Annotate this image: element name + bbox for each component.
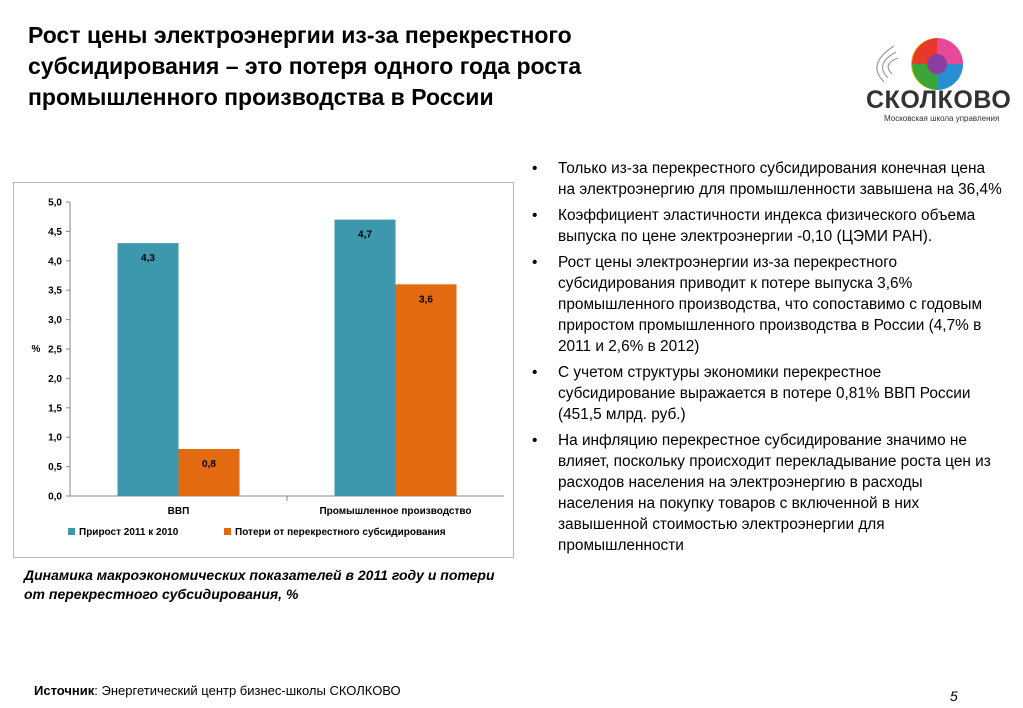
bar: [178, 448, 240, 496]
legend-swatch: [68, 528, 75, 535]
bullet-item-1: • Только из-за перекрестного субсидирован…: [532, 158, 1002, 200]
bullet-text: Рост цены электроэнергии из-за перекрест…: [558, 254, 983, 355]
bar-data-label: 3,6: [419, 294, 433, 305]
y-tick-label: 3,0: [48, 315, 62, 326]
bullet-item-4: • С учетом структуры экономики перекрестн…: [532, 362, 1002, 425]
bar-chart: 0,0 0,5 1,0 1,5 2,0 2,5 3,0 3,5 4,0 4,5 5,0% 4,3 0,8…: [32, 198, 504, 538]
bar: [395, 284, 457, 496]
bullet-list: • Только из-за перекрестного субсидирован…: [532, 158, 1002, 561]
bullet-item-3: • Рост цены электроэнергии из-за перекрес…: [532, 252, 1002, 357]
bullet-text: С учетом структуры экономики перекрестно…: [558, 364, 971, 423]
bar-data-label: 0,8: [202, 459, 216, 470]
source-label: Источник: [34, 683, 95, 698]
bullet-text: На инфляцию перекрестное субсидирование …: [558, 432, 991, 554]
bullet-icon: •: [532, 207, 538, 224]
y-tick-label: 0,0: [48, 492, 62, 503]
source-text: : Энергетический центр бизнес-школы СКОЛ…: [94, 683, 401, 698]
y-tick-label: 2,5: [48, 345, 62, 356]
bullet-item-2: • Коэффициент эластичности индекса физиче…: [532, 205, 1002, 247]
y-tick-label: 3,5: [48, 286, 62, 297]
bullet-icon: •: [532, 432, 538, 449]
bar-data-label: 4,7: [358, 230, 372, 241]
page-title: Рост цены электроэнергии из-за перекрест…: [28, 22, 582, 110]
chart-container: 0,0 0,5 1,0 1,5 2,0 2,5 3,0 3,5 4,0 4,5 5,0% 4,3 0,8…: [13, 182, 514, 558]
bullet-icon: •: [532, 254, 538, 271]
skolkovo-logo-icon: [876, 38, 963, 90]
bullet-text: Только из-за перекрестного субсидировани…: [558, 160, 1002, 198]
y-axis-label: %: [32, 344, 41, 355]
y-tick-label: 4,5: [48, 227, 62, 238]
y-tick-label: 4,0: [48, 256, 62, 267]
bullet-icon: •: [532, 160, 538, 177]
bullet-icon: •: [532, 364, 538, 381]
source-note: Источник: Энергетический центр бизнес-шк…: [34, 683, 401, 698]
bullet-text: Коэффициент эластичности индекса физичес…: [558, 207, 976, 245]
y-tick-label: 5,0: [48, 198, 62, 209]
page-number: 5: [950, 688, 958, 704]
bar: [334, 219, 396, 496]
legend-label: Потери от перекрестного субсидирования: [235, 526, 446, 538]
legend-label: Прирост 2011 к 2010: [79, 527, 179, 538]
y-tick-label: 0,5: [48, 462, 62, 473]
x-tick-label: ВВП: [168, 506, 190, 517]
y-tick-label: 2,0: [48, 374, 62, 385]
y-tick-label: 1,5: [48, 403, 62, 414]
legend-swatch: [224, 528, 231, 535]
bar: [117, 243, 179, 496]
bar-data-label: 4,3: [141, 253, 155, 264]
x-tick-label: Промышленное производство: [319, 506, 471, 517]
bullet-item-5: • На инфляцию перекрестное субсидирование…: [532, 430, 1002, 556]
logo-wordmark: СКОЛКОВО: [866, 86, 1012, 114]
y-tick-label: 1,0: [48, 433, 62, 444]
logo-subtitle: Московская школа управления: [884, 114, 1000, 123]
chart-caption: Динамика макроэкономических показателей …: [24, 567, 495, 602]
